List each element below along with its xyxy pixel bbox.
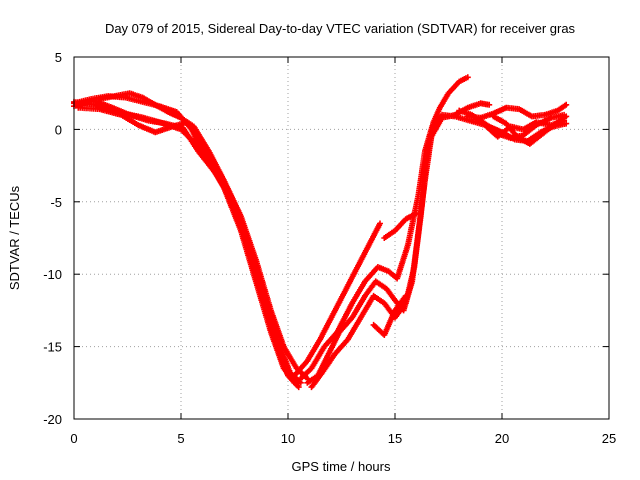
series-track-9 [308, 111, 568, 391]
x-axis-label: GPS time / hours [292, 459, 391, 474]
data-point-markers [464, 101, 570, 121]
data-point-markers [381, 210, 420, 241]
x-tick-label: 0 [70, 431, 77, 446]
x-tick-label: 25 [602, 431, 616, 446]
data-point-markers [297, 74, 471, 382]
series-track-13 [464, 101, 570, 121]
data-point-markers [291, 220, 383, 379]
x-tick-label: 5 [177, 431, 184, 446]
chart-title: Day 079 of 2015, Sidereal Day-to-day VTE… [105, 21, 576, 36]
y-axis-label: SDTVAR / TECUs [7, 185, 22, 290]
x-tick-label: 10 [281, 431, 295, 446]
series-track-5 [96, 90, 311, 382]
series-track-6 [291, 220, 383, 379]
y-tick-label: -15 [43, 340, 62, 355]
x-tick-label: 15 [388, 431, 402, 446]
data-point-markers [370, 292, 409, 338]
series-track-11 [381, 210, 420, 241]
y-tick-label: -10 [43, 267, 62, 282]
series-track-15 [490, 113, 570, 147]
y-tick-label: -5 [50, 195, 62, 210]
data-point-markers [490, 113, 570, 147]
y-tick-label: 0 [55, 122, 62, 137]
y-tick-label: 5 [55, 50, 62, 65]
series-track-7 [297, 74, 471, 382]
data-point-markers [308, 111, 568, 391]
y-tick-label: -20 [43, 412, 62, 427]
axis-ticks: 0 5 10 15 20 25 -20 -15 -10 -5 0 5 [43, 50, 616, 446]
x-tick-label: 20 [495, 431, 509, 446]
data-series [71, 74, 570, 391]
series-track-10 [370, 292, 409, 338]
plot-frame [73, 56, 610, 420]
data-point-markers [96, 90, 311, 382]
